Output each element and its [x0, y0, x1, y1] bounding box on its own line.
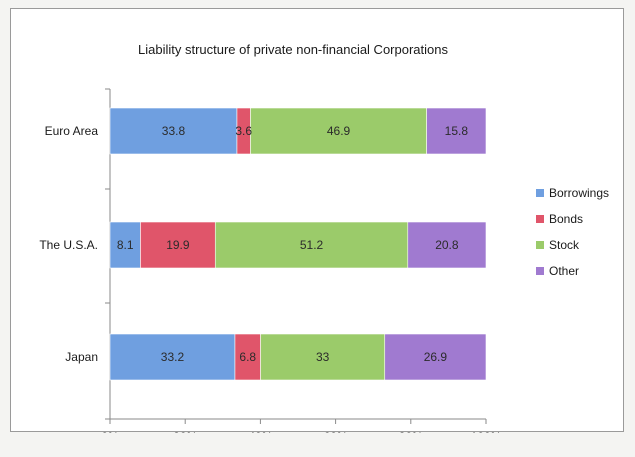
x-tick-label: 100%	[471, 430, 502, 433]
x-tick-label: 0%	[101, 430, 119, 433]
chart-legend: Borrowings Bonds Stock Other	[536, 186, 609, 278]
legend-entry: Stock	[549, 238, 580, 252]
data-label: 46.9	[327, 124, 351, 138]
chart-axes: 0% 20% 40% 60% 80% 100% Euro Area The U.S.A. Jap…	[39, 88, 502, 433]
data-label: 3.6	[235, 124, 252, 138]
chart-data-labels: 33.8 3.6 46.9 15.8 8.1 19.9 51.2 20.8 33.2 6.8 33 2…	[117, 124, 468, 364]
x-tick-label: 40%	[248, 430, 272, 433]
legend-swatch	[536, 189, 544, 197]
x-tick-label: 80%	[399, 430, 423, 433]
data-label: 26.9	[424, 350, 448, 364]
data-label: 33.8	[162, 124, 186, 138]
bar-segment-stock	[260, 333, 386, 381]
bar-segment-stock	[214, 221, 409, 269]
data-label: 33.2	[161, 350, 185, 364]
chart-title: Liability structure of private non-finan…	[138, 42, 448, 57]
data-label: 19.9	[166, 238, 190, 252]
legend-entry: Bonds	[549, 212, 583, 226]
legend-entry: Borrowings	[549, 186, 609, 200]
data-label: 15.8	[445, 124, 469, 138]
category-label: Japan	[65, 350, 98, 364]
chart-bars	[109, 107, 487, 381]
chart-frame: Liability structure of private non-finan…	[10, 8, 624, 433]
bar-segment-other	[407, 221, 487, 269]
bar-segment-borrowings	[109, 107, 238, 155]
bar-segment-bonds	[140, 221, 216, 269]
legend-entry: Other	[549, 264, 579, 278]
legend-swatch	[536, 215, 544, 223]
legend-swatch	[536, 241, 544, 249]
bar-segment-borrowings	[109, 333, 236, 381]
x-tick-label: 20%	[173, 430, 197, 433]
category-label: Euro Area	[45, 124, 99, 138]
data-label: 51.2	[300, 238, 324, 252]
bar-segment-other	[426, 107, 487, 155]
legend-swatch	[536, 267, 544, 275]
data-label: 8.1	[117, 238, 134, 252]
x-tick-label: 60%	[324, 430, 348, 433]
bar-segment-stock	[250, 107, 427, 155]
category-label: The U.S.A.	[39, 238, 98, 252]
data-label: 33	[316, 350, 330, 364]
data-label: 20.8	[435, 238, 459, 252]
data-label: 6.8	[239, 350, 256, 364]
stacked-bar-chart: Liability structure of private non-finan…	[39, 42, 609, 433]
bar-segment-other	[384, 333, 487, 381]
bar-segment-borrowings	[109, 221, 141, 269]
